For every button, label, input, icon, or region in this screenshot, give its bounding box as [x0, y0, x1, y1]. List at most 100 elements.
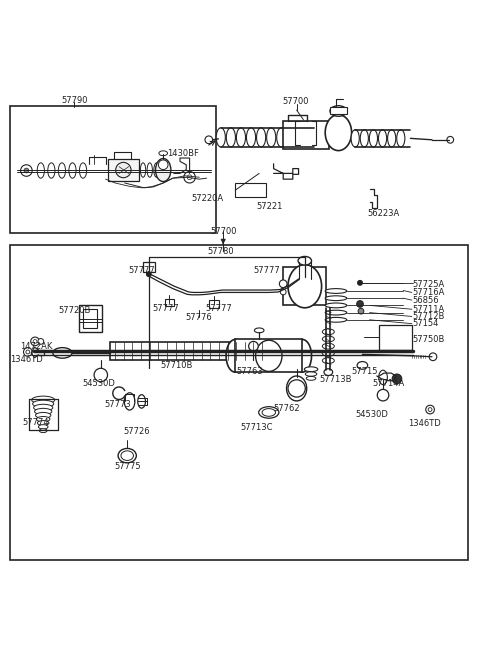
Ellipse shape [256, 128, 266, 147]
Text: 57221: 57221 [257, 201, 283, 211]
Ellipse shape [259, 407, 279, 418]
Circle shape [428, 407, 432, 411]
Circle shape [302, 277, 307, 281]
Text: 57773: 57773 [104, 400, 131, 409]
Ellipse shape [35, 408, 52, 415]
Ellipse shape [323, 343, 335, 349]
Ellipse shape [256, 340, 282, 371]
Ellipse shape [36, 413, 51, 418]
Text: 57750B: 57750B [413, 334, 445, 343]
Text: 1430BF: 1430BF [168, 148, 199, 158]
Text: 57777: 57777 [205, 304, 232, 313]
Ellipse shape [37, 421, 49, 425]
Ellipse shape [216, 128, 226, 147]
Ellipse shape [254, 328, 264, 333]
Bar [108, 159, 139, 181]
Text: 1346TD: 1346TD [408, 419, 441, 428]
Circle shape [280, 289, 286, 295]
Text: 57713C: 57713C [240, 423, 273, 432]
Ellipse shape [276, 128, 286, 147]
Ellipse shape [379, 370, 387, 385]
Text: 57700: 57700 [210, 226, 237, 235]
Text: 57714A: 57714A [372, 379, 405, 388]
Ellipse shape [325, 114, 351, 150]
Ellipse shape [147, 163, 152, 177]
Ellipse shape [287, 128, 296, 147]
Ellipse shape [325, 303, 347, 308]
Ellipse shape [48, 163, 55, 178]
Circle shape [358, 308, 364, 314]
Ellipse shape [121, 451, 133, 460]
Circle shape [94, 368, 108, 382]
Ellipse shape [370, 129, 377, 147]
Text: 57790: 57790 [61, 96, 88, 105]
Text: 56223A: 56223A [368, 209, 400, 218]
Ellipse shape [36, 417, 50, 422]
Ellipse shape [323, 329, 335, 335]
Bar [209, 300, 219, 308]
Ellipse shape [351, 129, 359, 147]
Ellipse shape [154, 163, 159, 177]
Ellipse shape [247, 128, 256, 147]
Text: 57763: 57763 [236, 367, 263, 376]
Bar [79, 305, 102, 332]
Ellipse shape [323, 336, 335, 342]
Ellipse shape [297, 128, 306, 147]
Ellipse shape [53, 348, 72, 358]
Circle shape [184, 171, 195, 183]
Bar [235, 183, 266, 198]
Circle shape [24, 348, 32, 356]
Circle shape [146, 272, 151, 277]
Circle shape [116, 162, 131, 178]
Ellipse shape [325, 296, 347, 301]
Ellipse shape [124, 393, 135, 410]
Bar [235, 339, 302, 372]
Text: 56856: 56856 [413, 296, 439, 305]
Bar [283, 267, 326, 305]
Ellipse shape [267, 128, 276, 147]
Ellipse shape [39, 429, 47, 432]
Text: 57712B: 57712B [413, 312, 445, 321]
Ellipse shape [140, 163, 145, 177]
Text: 57777: 57777 [152, 304, 179, 313]
Bar [10, 106, 216, 233]
Circle shape [392, 374, 402, 384]
Text: 1346TD: 1346TD [10, 355, 43, 364]
Text: 57776: 57776 [186, 313, 213, 322]
Bar [330, 107, 347, 114]
Ellipse shape [37, 163, 45, 178]
Ellipse shape [226, 339, 244, 372]
Bar [299, 270, 311, 280]
Ellipse shape [38, 424, 48, 429]
Ellipse shape [33, 400, 54, 407]
Text: 57726: 57726 [123, 427, 150, 436]
Bar [379, 324, 412, 349]
Ellipse shape [387, 129, 396, 147]
Text: 54530D: 54530D [356, 410, 388, 419]
Ellipse shape [396, 129, 405, 147]
Text: 57777: 57777 [128, 266, 155, 275]
Circle shape [21, 165, 32, 177]
Bar [10, 245, 468, 560]
Ellipse shape [330, 106, 347, 116]
Ellipse shape [160, 163, 166, 177]
Ellipse shape [298, 256, 312, 265]
Circle shape [358, 281, 362, 285]
Ellipse shape [378, 129, 386, 147]
Text: 57710B: 57710B [160, 361, 193, 370]
Text: 57220A: 57220A [191, 194, 223, 203]
Ellipse shape [325, 310, 347, 315]
Bar [283, 120, 329, 149]
Ellipse shape [118, 449, 136, 463]
Text: 57780: 57780 [207, 247, 234, 256]
Circle shape [24, 168, 29, 173]
Text: 57775: 57775 [114, 462, 141, 471]
Ellipse shape [227, 128, 236, 147]
Circle shape [205, 136, 213, 144]
Ellipse shape [156, 158, 171, 182]
Ellipse shape [79, 163, 86, 178]
Ellipse shape [159, 151, 168, 156]
Ellipse shape [288, 265, 322, 308]
Text: 57713B: 57713B [320, 375, 352, 385]
Circle shape [33, 339, 37, 343]
